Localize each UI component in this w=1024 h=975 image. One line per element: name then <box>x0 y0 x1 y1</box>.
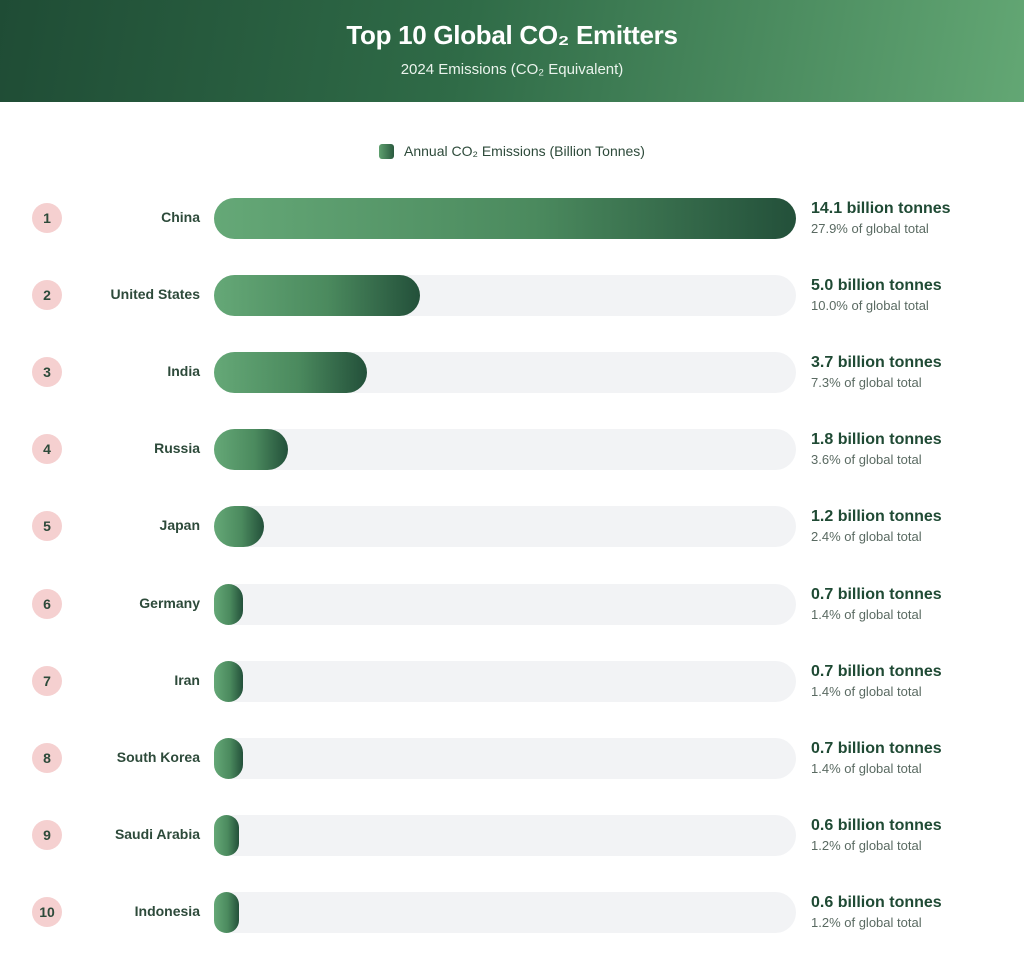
rank-badge: 9 <box>32 819 62 850</box>
value-label: 0.7 billion tonnes <box>811 739 942 757</box>
value-label: 5.0 billion tonnes <box>811 277 942 295</box>
rank-badge: 8 <box>32 742 62 773</box>
bar-row: 8 South Korea 0.7 billion tonnes 1.4% of gl… <box>0 737 1024 780</box>
country-label: Indonesia <box>134 902 200 919</box>
share-label: 27.9% of global total <box>811 221 929 236</box>
bar-row: 5 Japan 1.2 billion tonnes 2.4% of global t… <box>0 506 1024 548</box>
bar <box>214 583 243 625</box>
rank-badge: 3 <box>32 357 62 388</box>
bar <box>214 352 367 394</box>
country-label: China <box>161 209 200 225</box>
chart-title: Top 10 Global CO₂ Emitters <box>346 20 678 50</box>
value-label: 0.7 billion tonnes <box>811 662 942 680</box>
bar-track <box>214 891 796 933</box>
rank-badge: 6 <box>32 588 62 619</box>
bar <box>214 275 421 317</box>
bar-row: 3 India 3.7 billion tonnes 7.3% of global t… <box>0 352 1024 394</box>
share-label: 1.4% of global total <box>811 606 922 622</box>
country-label: Japan <box>159 517 200 534</box>
bar <box>214 737 243 779</box>
bar <box>214 429 289 471</box>
bar-track <box>214 275 796 317</box>
rank-badge: 1 <box>32 203 62 233</box>
bar <box>214 891 239 933</box>
share-label: 1.4% of global total <box>811 760 922 776</box>
bar-track <box>214 429 796 471</box>
value-label: 0.6 billion tonnes <box>811 816 942 834</box>
rank-badge: 2 <box>32 280 62 311</box>
country-label: South Korea <box>116 748 200 765</box>
bar <box>214 814 239 856</box>
share-label: 1.2% of global total <box>811 837 922 853</box>
value-label: 1.8 billion tonnes <box>811 431 942 449</box>
share-label: 1.2% of global total <box>811 914 922 930</box>
bar <box>214 506 264 548</box>
bar-track <box>214 583 796 625</box>
chart-subtitle: 2024 Emissions (CO₂ Equivalent) <box>400 61 624 78</box>
country-label: Germany <box>139 594 200 611</box>
value-label: 0.7 billion tonnes <box>811 585 942 603</box>
country-label: United States <box>110 286 200 303</box>
value-label: 1.2 billion tonnes <box>811 508 942 526</box>
value-label: 0.6 billion tonnes <box>811 893 942 911</box>
rank-badge: 10 <box>32 896 62 927</box>
share-label: 3.6% of global total <box>811 452 922 468</box>
bar-track <box>214 198 796 239</box>
bar <box>214 660 243 702</box>
bar-row: 4 Russia 1.8 billion tonnes 3.6% of global … <box>0 429 1024 471</box>
country-label: Iran <box>174 671 200 688</box>
rank-badge: 5 <box>32 511 62 542</box>
country-label: Russia <box>154 440 200 457</box>
bar-row: 7 Iran 0.7 billion tonnes 1.4% of global to… <box>0 660 1024 703</box>
share-label: 7.3% of global total <box>811 375 922 391</box>
country-label: India <box>167 363 200 380</box>
bar-track <box>214 737 796 779</box>
rank-badge: 7 <box>32 665 62 696</box>
bar-row: 10 Indonesia 0.6 billion tonnes 1.2% of glo… <box>0 891 1024 934</box>
value-label: 3.7 billion tonnes <box>811 354 942 372</box>
bar-track <box>214 506 796 548</box>
bar <box>214 198 796 239</box>
value-label: 14.1 billion tonnes <box>811 200 951 217</box>
share-label: 10.0% of global total <box>811 298 929 314</box>
bar-track <box>214 814 796 856</box>
legend-label: Annual CO₂ Emissions (Billion Tonnes) <box>404 143 645 159</box>
rank-badge: 4 <box>32 434 62 465</box>
bar-row: 2 United States 5.0 billion tonnes 10.0% of… <box>0 275 1024 317</box>
chart-legend: Annual CO₂ Emissions (Billion Tonnes) <box>0 143 1024 159</box>
bar-row: 1 China 14.1 billion tonnes 27.9% of global… <box>0 198 1024 240</box>
bar-track <box>214 660 796 702</box>
bar-row: 6 Germany 0.7 billion tonnes 1.4% of global… <box>0 583 1024 626</box>
country-label: Saudi Arabia <box>114 825 200 842</box>
chart-header: Top 10 Global CO₂ Emitters 2024 Emission… <box>0 0 1024 102</box>
bar-row: 9 Saudi Arabia 0.6 billion tonnes 1.2% of g… <box>0 814 1024 857</box>
legend-swatch <box>379 143 395 159</box>
bar-track <box>214 352 796 394</box>
share-label: 2.4% of global total <box>811 529 922 545</box>
share-label: 1.4% of global total <box>811 683 922 699</box>
